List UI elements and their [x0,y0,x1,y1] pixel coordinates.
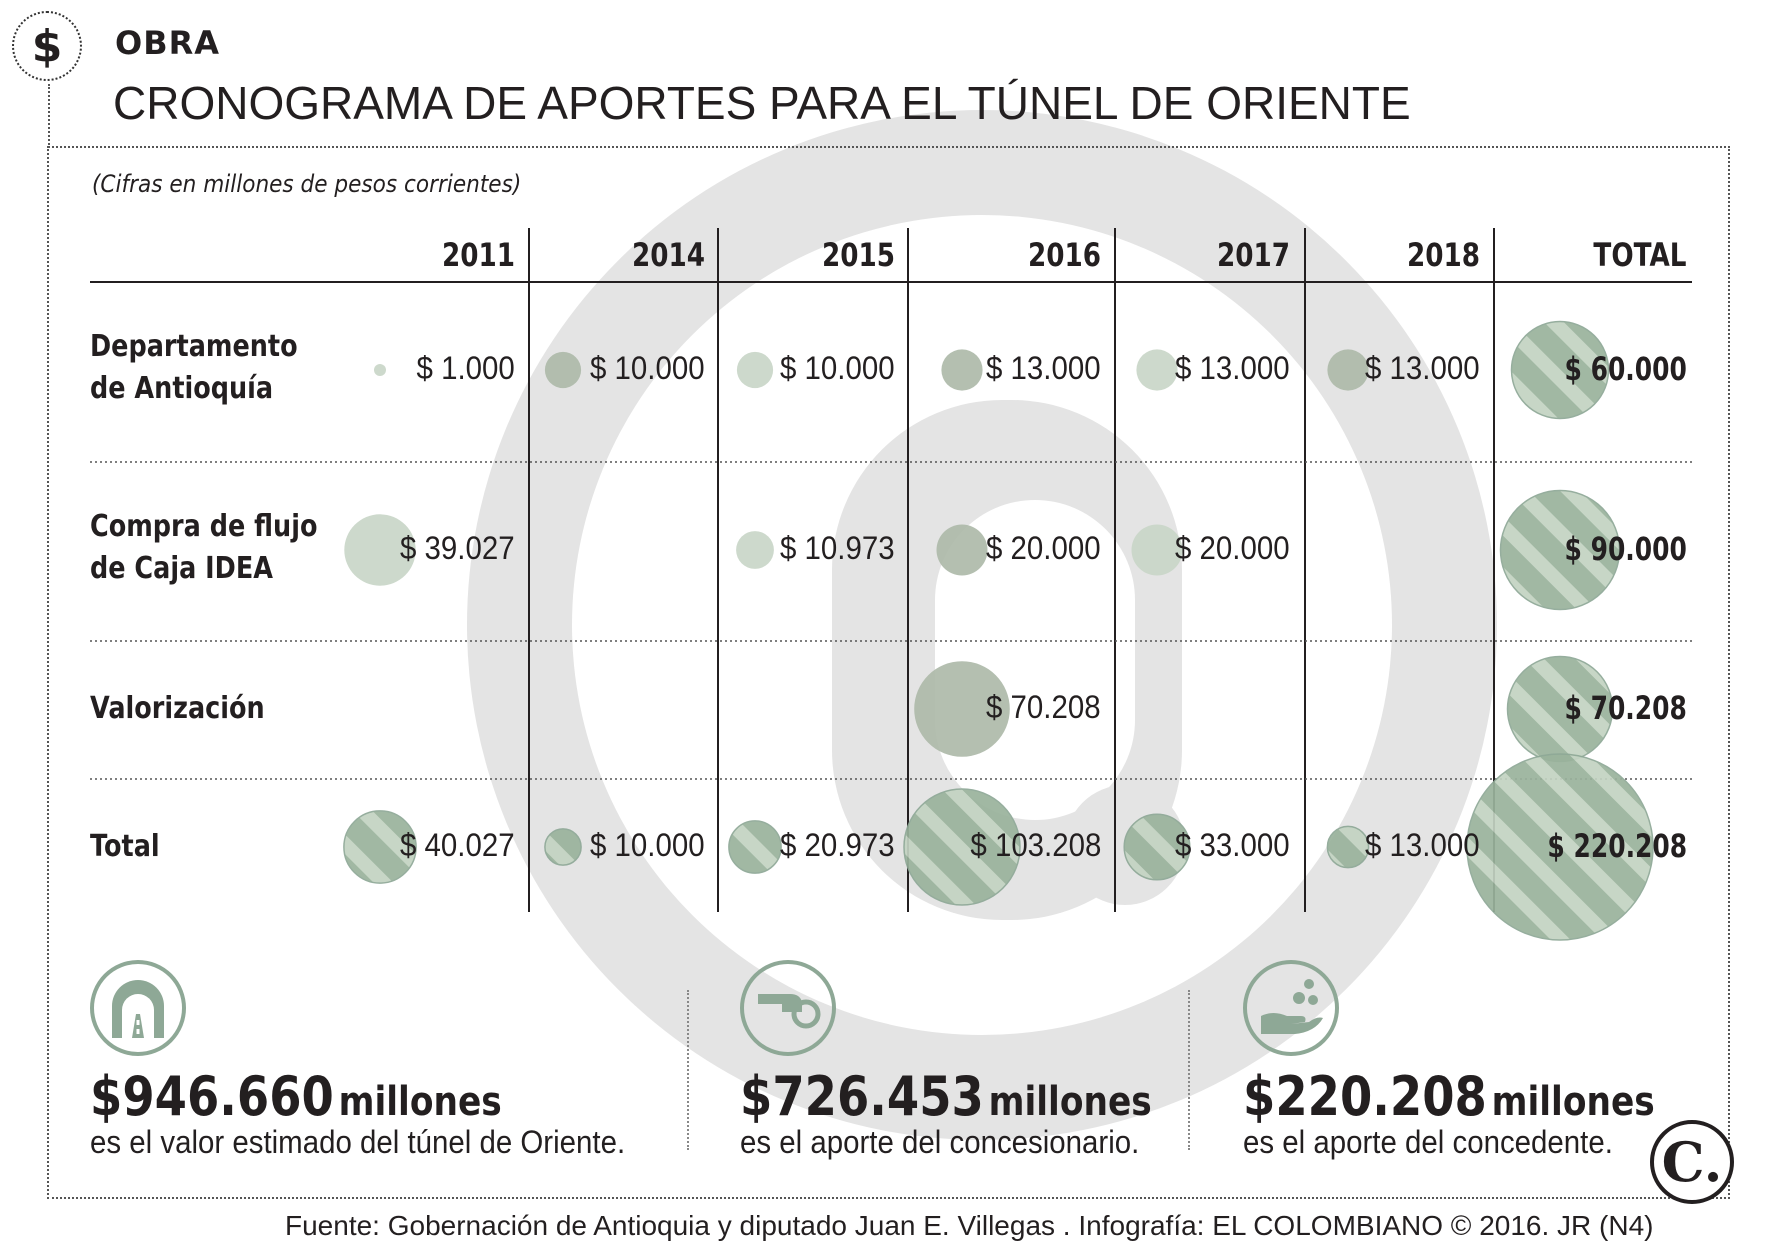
stat-total-value: $946.660 millones [90,1065,502,1128]
cell-value-label: $ 10.973 [780,530,895,566]
tunnel-icon [90,960,186,1056]
stat-separator [1188,990,1190,1150]
cell-value-label: $ 70.208 [986,689,1101,725]
content-frame [47,146,1730,1199]
total-value-label: $ 220.208 [1547,827,1687,865]
cell-value-label: $ 40.027 [400,827,515,863]
bubble-TOTAL-row3 [1466,753,1654,941]
bubble-2016-row3 [903,788,1021,906]
stat-separator [687,990,689,1150]
column-header-2011: 2011 [441,236,515,274]
bubble-2015-row0 [736,351,774,389]
el-colombiano-logo: C. [1650,1120,1734,1204]
cell-value-label: $ 13.000 [1365,827,1480,863]
bubble-2017-row3 [1123,813,1191,881]
total-value-label: $ 60.000 [1564,350,1687,388]
bubble-2017-row1 [1131,524,1183,576]
bubble-TOTAL-row1 [1499,489,1621,611]
cell-value-label: $ 1.000 [416,350,515,386]
row-label: Departamento [90,329,298,364]
column-header-2016: 2016 [1027,236,1101,274]
cell-value-label: $ 13.000 [986,350,1101,386]
page-title: CRONOGRAMA DE APORTES PARA EL TÚNEL DE O… [113,77,1411,129]
column-header-2017: 2017 [1216,236,1290,274]
bubble-2016-row2 [914,661,1010,757]
column-header-2018: 2018 [1406,236,1480,274]
bubble-2018-row0 [1327,349,1369,391]
cell-value-label: $ 13.000 [1365,350,1480,386]
stat-concessionaire-caption: es el aporte del concesionario. [740,1124,1140,1160]
row-label: Compra de flujo [90,509,318,544]
cell-value-label: $ 13.000 [1175,350,1290,386]
cell-value-label: $ 103.208 [970,827,1101,863]
stat-grantor-caption: es el aporte del concedente. [1243,1124,1613,1160]
bubble-2011-row0 [374,364,386,376]
section-kicker: OBRA [115,24,220,62]
bubble-2018-row3 [1326,825,1370,869]
bubble-TOTAL-row0 [1510,320,1610,420]
cell-value-label: $ 39.027 [400,530,515,566]
stat-grantor-value: $220.208 millones [1243,1065,1655,1128]
column-header-2015: 2015 [821,236,895,274]
column-header-2014: 2014 [631,236,705,274]
stat-concessionaire-value: $726.453 millones [740,1065,1152,1128]
units-note: (Cifras en millones de pesos corrientes) [92,170,522,198]
cell-value-label: $ 20.000 [986,530,1101,566]
total-value-label: $ 70.208 [1564,689,1687,727]
cell-value-label: $ 10.000 [590,827,705,863]
row-label: de Antioquía [90,371,274,406]
bubble-2017-row0 [1136,349,1178,391]
cell-value-label: $ 33.000 [1175,827,1290,863]
bubble-2015-row3 [728,820,782,874]
dollar-badge-icon: $ [12,11,82,81]
bubble-2011-row1 [344,514,416,586]
bubble-2014-row0 [544,351,582,389]
total-value-label: $ 90.000 [1564,530,1687,568]
bubble-2011-row3 [343,810,417,884]
source-credit: Fuente: Gobernación de Antioquia y diput… [285,1210,1654,1241]
row-label: Valorización [90,691,265,726]
row-label: Total [90,829,160,864]
cell-value-label: $ 10.000 [780,350,895,386]
bubble-2015-row1 [736,531,774,569]
cell-value-label: $ 20.973 [780,827,895,863]
stat-total-caption: es el valor estimado del túnel de Orient… [90,1124,626,1160]
frame-leader-line [48,84,50,148]
bubble-2016-row0 [941,349,983,391]
bubble-2014-row3 [544,828,582,866]
cell-value-label: $ 10.000 [590,350,705,386]
hand-coin-icon [740,960,836,1056]
row-label: de Caja IDEA [90,551,273,586]
bubble-2016-row1 [936,524,988,576]
hand-coins-icon [1243,960,1339,1056]
cell-value-label: $ 20.000 [1175,530,1290,566]
column-header-total: TOTAL [1593,236,1687,274]
